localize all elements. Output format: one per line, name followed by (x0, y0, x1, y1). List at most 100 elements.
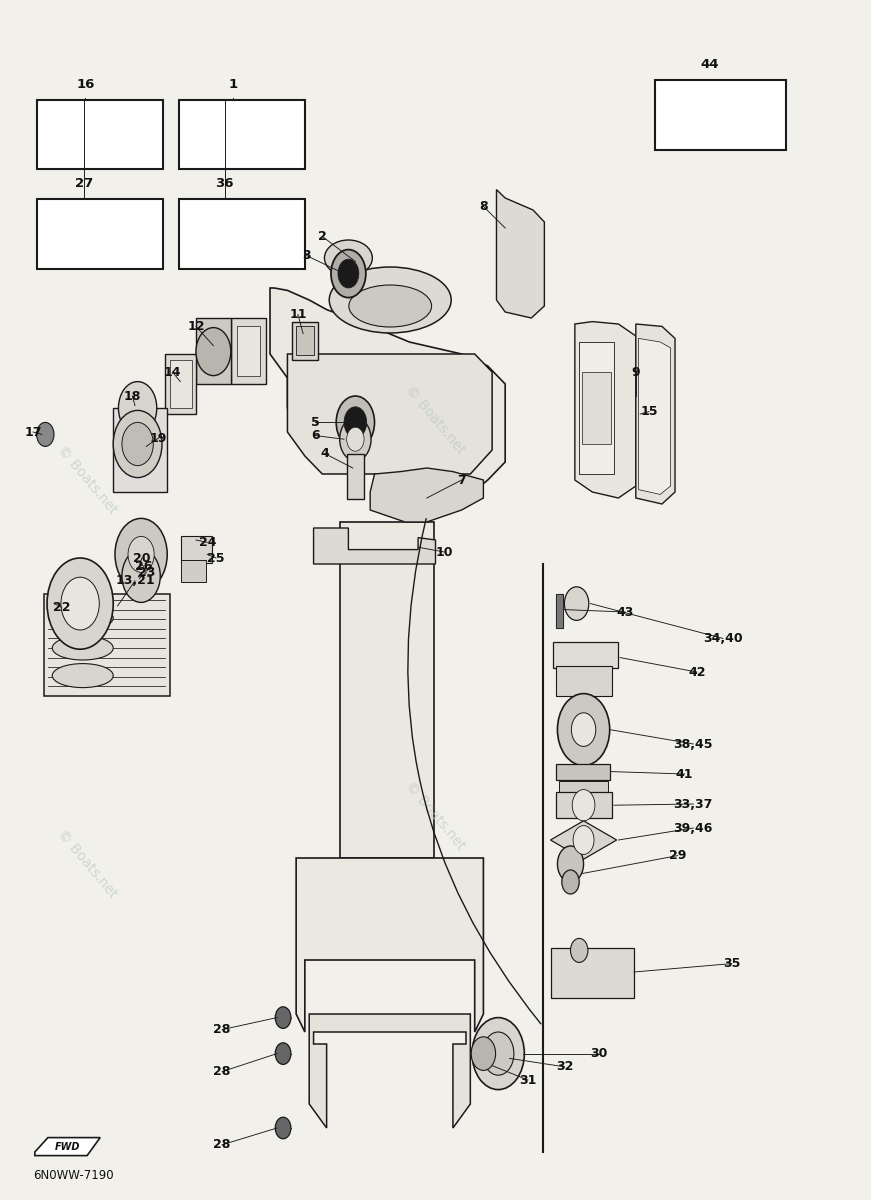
Polygon shape (575, 322, 636, 498)
Polygon shape (270, 288, 505, 498)
Circle shape (347, 427, 364, 451)
Ellipse shape (329, 266, 451, 332)
Circle shape (128, 536, 154, 572)
Polygon shape (35, 1138, 100, 1156)
Text: 15: 15 (640, 406, 658, 418)
Text: 18: 18 (124, 390, 141, 402)
Text: 22: 22 (53, 601, 71, 613)
Text: 32: 32 (556, 1061, 573, 1073)
Text: 43: 43 (617, 606, 634, 618)
Text: 11: 11 (289, 308, 307, 320)
Polygon shape (237, 326, 260, 376)
Text: 6: 6 (311, 430, 320, 442)
Polygon shape (559, 781, 608, 792)
Polygon shape (314, 528, 436, 564)
Text: WATER PUMP
REPAIR KIT: WATER PUMP REPAIR KIT (213, 223, 272, 245)
Text: © Boats.net: © Boats.net (55, 827, 119, 901)
Circle shape (340, 418, 371, 461)
Circle shape (571, 938, 588, 962)
Polygon shape (556, 764, 610, 780)
Text: 34,40: 34,40 (703, 632, 743, 644)
Circle shape (564, 587, 589, 620)
Ellipse shape (348, 284, 432, 326)
Text: LOWER UNIT
GASKET KIT: LOWER UNIT GASKET KIT (71, 223, 130, 245)
Circle shape (37, 422, 54, 446)
Bar (179, 100, 306, 169)
Text: 39,46: 39,46 (673, 822, 713, 834)
Text: POWER HEAD
GASKET KIT: POWER HEAD GASKET KIT (213, 124, 272, 145)
Text: 14: 14 (164, 366, 181, 378)
Bar (556, 594, 563, 628)
Text: 8: 8 (479, 200, 488, 212)
Polygon shape (370, 468, 483, 522)
Circle shape (275, 1007, 291, 1028)
Text: 7: 7 (457, 474, 466, 486)
Circle shape (471, 1037, 496, 1070)
Text: 31: 31 (519, 1074, 537, 1086)
Polygon shape (582, 372, 611, 444)
Circle shape (275, 1117, 291, 1139)
Text: 38,45: 38,45 (673, 738, 713, 750)
Circle shape (571, 713, 596, 746)
Text: 36: 36 (215, 178, 234, 190)
Bar (347, 454, 364, 499)
Text: 42: 42 (688, 666, 706, 678)
Text: 28: 28 (213, 1024, 231, 1036)
Polygon shape (231, 318, 266, 384)
Circle shape (61, 577, 99, 630)
Text: 6N0WW-7190: 6N0WW-7190 (33, 1169, 114, 1182)
Polygon shape (287, 354, 492, 474)
Text: 4: 4 (321, 448, 329, 460)
Polygon shape (113, 408, 167, 492)
Text: 1: 1 (229, 78, 238, 90)
Text: 28: 28 (213, 1139, 231, 1151)
Text: © Boats.net: © Boats.net (55, 443, 119, 517)
Text: 23: 23 (138, 566, 155, 578)
Polygon shape (292, 322, 318, 360)
Polygon shape (196, 318, 231, 384)
Text: © Boats.net: © Boats.net (403, 779, 468, 853)
Text: 10: 10 (436, 546, 453, 558)
Circle shape (331, 250, 366, 298)
Circle shape (122, 422, 153, 466)
Text: 19: 19 (150, 432, 167, 444)
Text: 12: 12 (187, 320, 205, 332)
Circle shape (47, 558, 113, 649)
Bar (181, 560, 206, 582)
Polygon shape (579, 342, 614, 474)
Polygon shape (550, 821, 617, 859)
Polygon shape (296, 326, 314, 355)
Text: 41: 41 (676, 768, 693, 780)
Text: 26: 26 (135, 560, 152, 572)
Polygon shape (638, 338, 671, 494)
FancyArrowPatch shape (408, 518, 541, 1024)
Polygon shape (170, 360, 192, 408)
Bar (655, 80, 786, 150)
Bar (179, 199, 306, 269)
Bar (556, 666, 612, 696)
Bar (556, 594, 563, 628)
Text: 17: 17 (24, 426, 42, 438)
Text: 27: 27 (76, 178, 93, 190)
Circle shape (196, 328, 231, 376)
Text: 28: 28 (213, 1066, 231, 1078)
Circle shape (336, 396, 375, 449)
Text: 30: 30 (591, 1048, 608, 1060)
Bar (37, 100, 163, 169)
Circle shape (275, 1043, 291, 1064)
Bar (551, 948, 634, 998)
Text: CHROME PUMP
KIT: CHROME PUMP KIT (687, 104, 753, 126)
Circle shape (118, 382, 157, 434)
Text: 9: 9 (631, 366, 640, 378)
Polygon shape (165, 354, 196, 414)
Circle shape (113, 410, 162, 478)
Polygon shape (636, 324, 675, 504)
Circle shape (557, 846, 584, 882)
Text: 33,37: 33,37 (673, 798, 713, 810)
Ellipse shape (52, 664, 113, 688)
Text: CARBURETOR
REPAIR KIT: CARBURETOR REPAIR KIT (71, 124, 130, 145)
Circle shape (483, 1032, 514, 1075)
Ellipse shape (52, 606, 113, 630)
Circle shape (472, 1018, 524, 1090)
Circle shape (122, 550, 160, 602)
